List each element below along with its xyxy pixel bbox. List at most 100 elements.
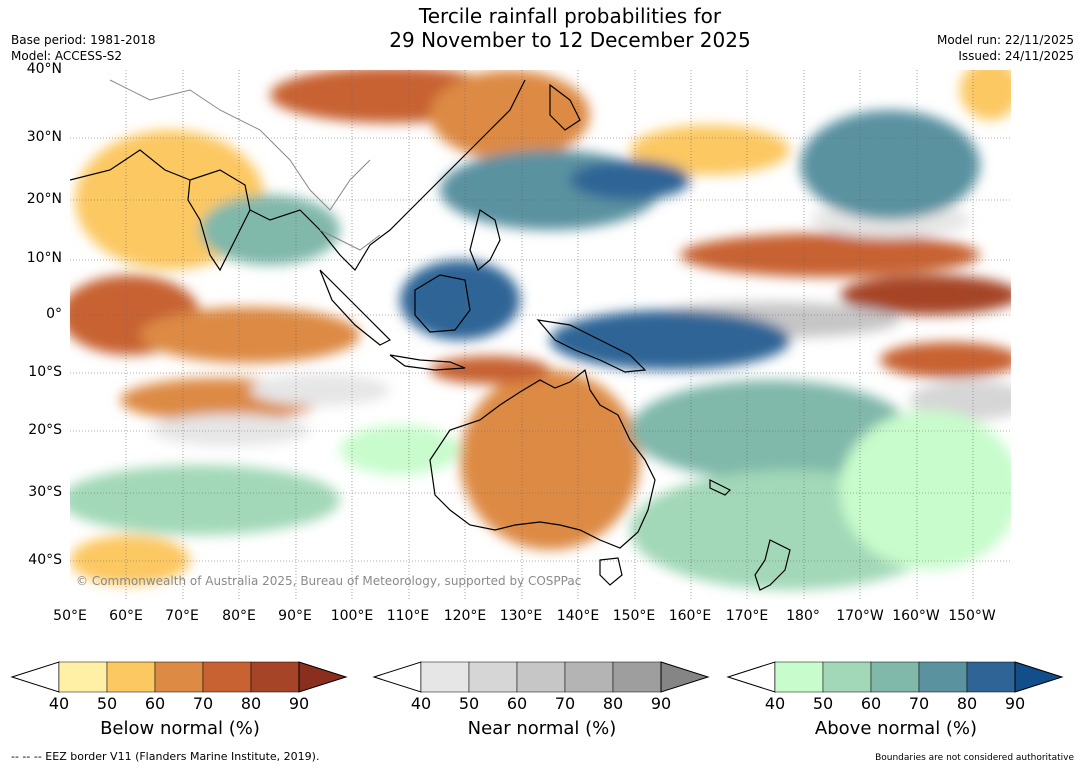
coastlines	[69, 79, 791, 591]
borneo-coast	[414, 274, 471, 333]
philippines-coast	[469, 209, 501, 271]
map-svg	[60, 60, 1030, 600]
cb-near-tick-80: 80	[602, 694, 624, 713]
colorbar-below-normal: 40 50 60 70 80 90 Below normal (%)	[10, 660, 350, 740]
lon-label-150e: 150°E	[612, 608, 656, 624]
cb-near-tick-40: 40	[410, 694, 432, 713]
lat-label-20s: 20°S	[28, 422, 62, 438]
cb-near-tick-70: 70	[554, 694, 576, 713]
colorbar-above-svg	[726, 661, 1064, 693]
colorbar-near-title: Near normal (%)	[467, 718, 617, 739]
map-panel[interactable]	[60, 60, 1030, 600]
lat-label-30n: 30°N	[26, 129, 62, 145]
model-name: Model: ACCESS-S2	[11, 49, 123, 63]
colorbar-below-swatch-5	[250, 661, 300, 693]
cb-below-tick-70: 70	[192, 694, 214, 713]
colorbar-near-min-arrow	[372, 661, 422, 693]
colorbar-above-swatch-2	[822, 661, 872, 693]
gridlines	[70, 70, 1011, 600]
lat-label-0: 0°	[46, 306, 62, 322]
colorbar-near-swatch-2	[468, 661, 518, 693]
colorbar-above-swatch-5	[966, 661, 1016, 693]
chart-title: Tercile rainfall probabilities for 29 No…	[0, 4, 1085, 52]
title-line2: 29 November to 12 December 2025	[389, 28, 751, 52]
lon-label-130e: 130°E	[499, 608, 543, 624]
colorbar-below-swatch-3	[154, 661, 204, 693]
probability-field	[60, 60, 1030, 590]
japan-coast	[549, 83, 581, 131]
colorbar-below-max-arrow	[298, 661, 348, 693]
colorbar-near-svg	[372, 661, 710, 693]
model-run: Model run: 22/11/2025	[936, 33, 1074, 47]
lat-label-20n: 20°N	[26, 191, 62, 207]
lon-label-50e: 50°E	[53, 608, 87, 624]
colorbar-near-normal: 40 50 60 70 80 90 Near normal (%)	[372, 660, 712, 740]
sumatra-coast	[319, 269, 392, 346]
cb-above-tick-50: 50	[812, 694, 834, 713]
cb-below-tick-80: 80	[240, 694, 262, 713]
colorbar-below-swatch-1	[58, 661, 108, 693]
lon-label-120e: 120°E	[443, 608, 487, 624]
colorbar-above-swatch-1	[774, 661, 824, 693]
asia-coast	[69, 79, 526, 271]
lon-label-180: 180°	[786, 608, 820, 624]
tasmania-coast	[599, 557, 623, 586]
lat-label-40n: 40°N	[26, 61, 62, 77]
cb-near-tick-90: 90	[650, 694, 672, 713]
colorbar-below-min-arrow	[10, 661, 60, 693]
lon-label-150w: 150°W	[948, 608, 996, 624]
new-caledonia-coast	[709, 479, 732, 496]
lat-label-10n: 10°N	[26, 250, 62, 266]
colorbar-near-swatch-1	[420, 661, 470, 693]
eez-border-note: -- -- -- EEZ border V11 (Flanders Marine…	[11, 750, 320, 763]
colorbar-near-swatch-5	[612, 661, 662, 693]
borders	[109, 79, 381, 251]
colorbar-above-title: Above normal (%)	[814, 718, 978, 739]
colorbar-near-swatch-4	[564, 661, 614, 693]
lon-label-100e: 100°E	[330, 608, 374, 624]
colorbar-above-swatch-3	[870, 661, 920, 693]
new-guinea-coast	[536, 319, 647, 373]
lon-label-110e: 110°E	[386, 608, 430, 624]
lon-label-70e: 70°E	[165, 608, 199, 624]
cb-above-tick-80: 80	[956, 694, 978, 713]
meta-right: Model run: 22/11/2025 Issued: 24/11/2025	[937, 32, 1074, 64]
cb-above-tick-90: 90	[1004, 694, 1026, 713]
colorbar-below-swatch-2	[106, 661, 156, 693]
india-coast	[187, 169, 251, 272]
title-line1: Tercile rainfall probabilities for	[418, 4, 722, 28]
lat-label-30s: 30°S	[28, 484, 62, 500]
cb-below-tick-50: 50	[96, 694, 118, 713]
lon-label-140e: 140°E	[556, 608, 600, 624]
cb-below-tick-60: 60	[144, 694, 166, 713]
meta-left: Base period: 1981-2018 Model: ACCESS-S2	[11, 32, 156, 64]
lon-label-90e: 90°E	[278, 608, 312, 624]
cb-near-tick-50: 50	[458, 694, 480, 713]
colorbar-above-min-arrow	[726, 661, 776, 693]
cb-below-tick-90: 90	[288, 694, 310, 713]
lon-label-80e: 80°E	[222, 608, 256, 624]
cb-near-tick-60: 60	[506, 694, 528, 713]
colorbar-above-swatch-4	[918, 661, 968, 693]
colorbar-above-normal: 40 50 60 70 80 90 Above normal (%)	[726, 660, 1066, 740]
cb-above-tick-70: 70	[908, 694, 930, 713]
colorbar-below-swatch-4	[202, 661, 252, 693]
lon-label-170w: 170°W	[836, 608, 884, 624]
cb-above-tick-40: 40	[764, 694, 786, 713]
colorbar-below-title: Below normal (%)	[100, 718, 260, 739]
issued-date: Issued: 24/11/2025	[958, 49, 1074, 63]
cb-below-tick-40: 40	[48, 694, 70, 713]
lon-label-170e: 170°E	[725, 608, 769, 624]
base-period: Base period: 1981-2018	[11, 33, 156, 47]
colorbar-above-max-arrow	[1014, 661, 1064, 693]
lat-label-10s: 10°S	[28, 364, 62, 380]
boundaries-disclaimer: Boundaries are not considered authoritat…	[875, 753, 1074, 763]
colorbar-near-swatch-3	[516, 661, 566, 693]
cb-above-tick-60: 60	[860, 694, 882, 713]
australia-coast	[429, 368, 656, 549]
new-zealand-coast	[754, 539, 791, 591]
colorbar-below-svg	[10, 661, 348, 693]
lon-label-160w: 160°W	[892, 608, 940, 624]
lon-label-160e: 160°E	[668, 608, 712, 624]
copyright-notice: © Commonwealth of Australia 2025, Bureau…	[76, 574, 582, 588]
